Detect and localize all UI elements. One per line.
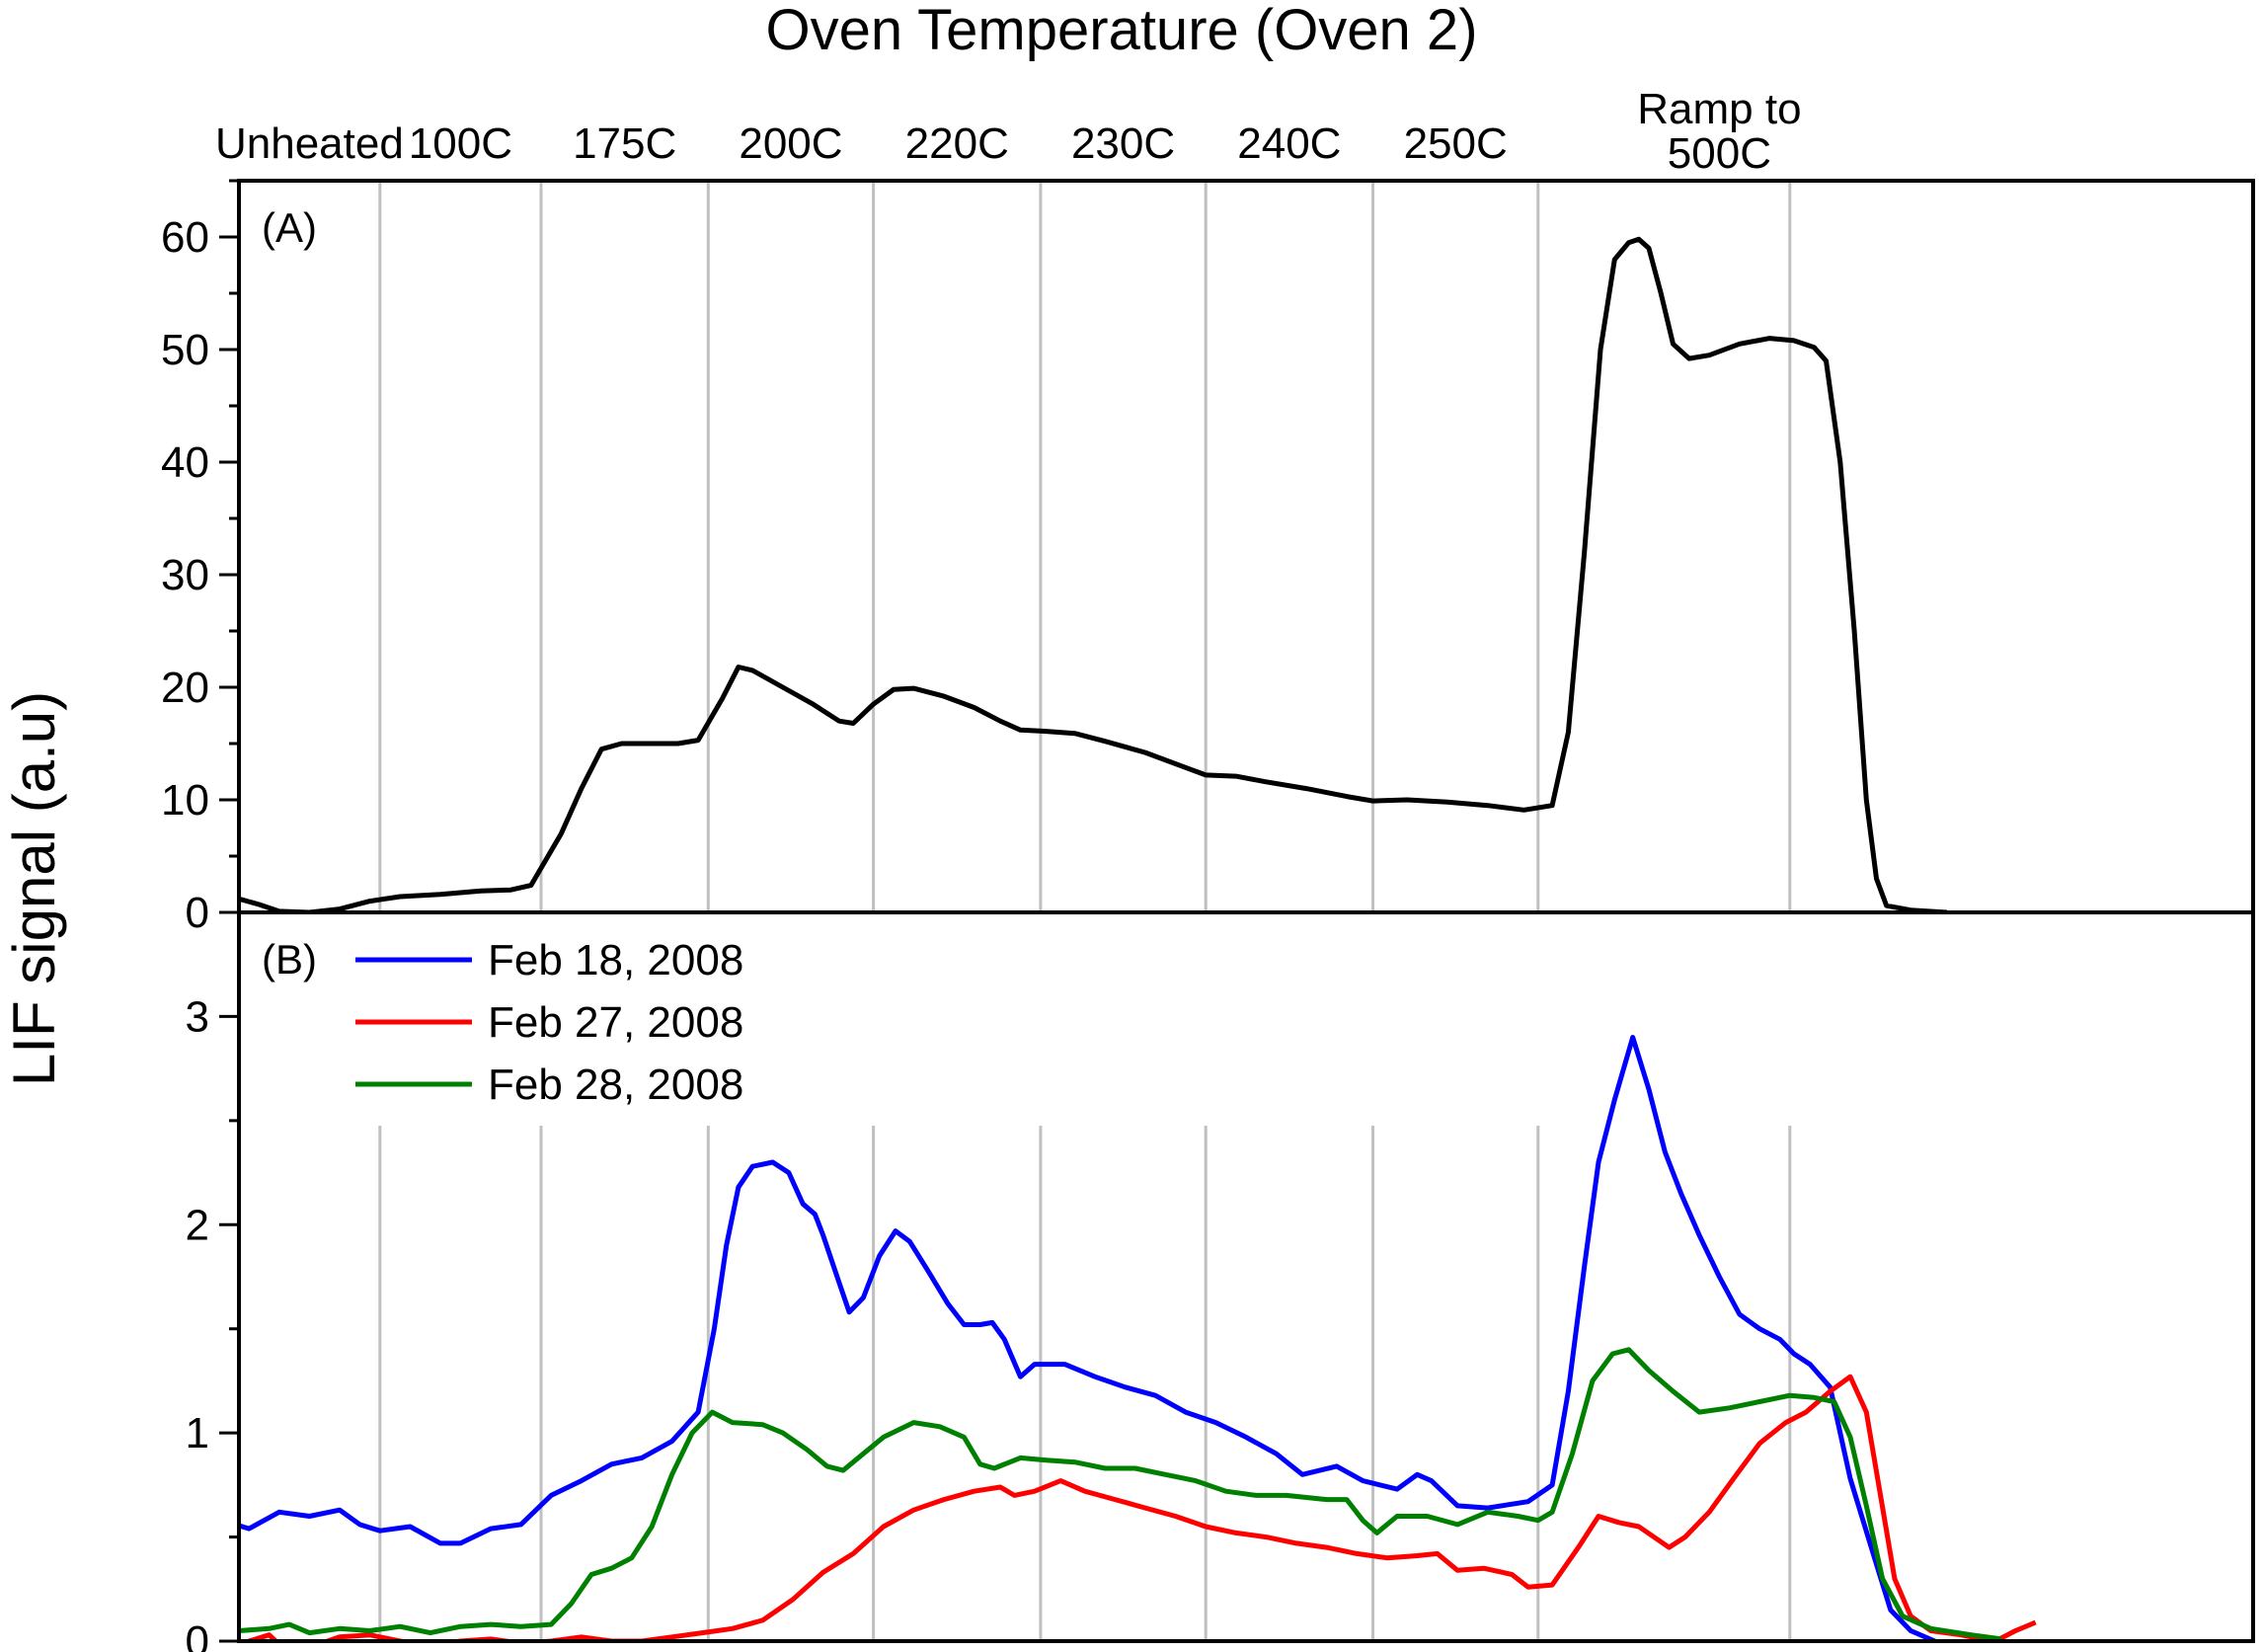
stage-label: 220C — [905, 119, 1009, 168]
y-tick-label: 30 — [161, 551, 209, 599]
legend-label: Feb 27, 2008 — [488, 998, 743, 1047]
panel-a-series — [239, 236, 1948, 912]
series-line — [239, 236, 1948, 912]
panel-a-gridlines — [378, 181, 1792, 912]
stage-label: 100C — [409, 119, 512, 168]
y-tick-label: 60 — [161, 213, 209, 262]
plot-frames — [237, 179, 2255, 1643]
series-line — [243, 1374, 2037, 1641]
y-tick-label: 50 — [161, 326, 209, 374]
stage-label: 175C — [573, 119, 676, 168]
y-tick-label: 2 — [186, 1201, 209, 1249]
stage-label: Ramp to 500C — [1637, 85, 1801, 178]
panel-b-gridlines — [378, 1126, 1792, 1641]
panel-b: 0 1 2 3 (B) Feb 18, 2008 Feb 27, 2008 Feb 28,… — [186, 936, 2037, 1652]
y-tick-label: 10 — [161, 776, 209, 825]
series-line — [239, 1347, 2002, 1641]
panel-b-y-axis: 0 1 2 3 — [186, 992, 239, 1652]
panel-a: 0 10 20 30 40 50 60 (A) — [161, 179, 1948, 937]
y-tick-label: 20 — [161, 664, 209, 712]
panel-b-series — [239, 1035, 2037, 1641]
legend: Feb 18, 2008 Feb 27, 2008 Feb 28, 2008 — [355, 936, 743, 1109]
stage-label: 230C — [1071, 119, 1175, 168]
panel-a-y-axis: 0 10 20 30 40 50 60 — [161, 179, 239, 937]
legend-label: Feb 18, 2008 — [488, 936, 743, 984]
legend-label: Feb 28, 2008 — [488, 1061, 743, 1109]
stage-label: Unheated — [215, 119, 404, 168]
stage-label: 200C — [739, 119, 842, 168]
panel-b-label: (B) — [262, 936, 317, 983]
y-tick-label: 3 — [186, 992, 209, 1041]
y-axis-label: LIF signal (a.u) — [1, 691, 67, 1086]
chart-title: Oven Temperature (Oven 2) — [765, 0, 1477, 62]
stage-label-line: Ramp to — [1637, 85, 1801, 133]
series-line — [239, 1035, 1939, 1641]
y-tick-label: 0 — [186, 889, 209, 937]
stage-label: 240C — [1237, 119, 1341, 168]
y-tick-label: 0 — [186, 1617, 209, 1652]
stage-label: 250C — [1404, 119, 1508, 168]
stage-label-line: 500C — [1668, 129, 1771, 178]
y-tick-label: 1 — [186, 1409, 209, 1457]
y-tick-label: 40 — [161, 438, 209, 487]
panel-a-label: (A) — [262, 204, 317, 251]
temperature-stage-labels: Unheated 100C 175C 200C 220C 230C 240C 250C Ramp… — [215, 85, 1802, 178]
